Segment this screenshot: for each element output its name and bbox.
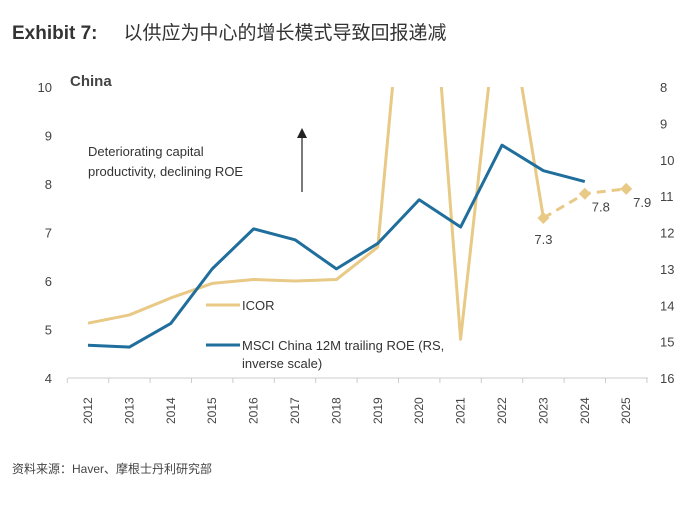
right-tick-label: 14 — [660, 298, 674, 313]
forecast-point — [578, 187, 591, 200]
legend: ICOR MSCI China 12M trailing ROE (RS, in… — [206, 298, 444, 371]
right-tick-label: 13 — [660, 262, 674, 277]
data-label: 7.9 — [633, 195, 651, 210]
forecast-point — [537, 211, 550, 224]
title-text: 以供应为中心的增长模式导致回报递减 — [123, 23, 447, 44]
right-tick-label: 16 — [660, 371, 674, 386]
left-tick-label: 8 — [45, 177, 52, 192]
data-label: 7.8 — [592, 200, 610, 215]
source-note: 资料来源：Haver、摩根士丹利研究部 — [12, 462, 213, 476]
x-tick-label: 2013 — [122, 397, 136, 424]
x-tick-label: 2019 — [371, 397, 385, 424]
series-line-2 — [87, 143, 586, 349]
legend-label-roe-1: MSCI China 12M trailing ROE (RS, — [242, 338, 444, 353]
x-tick-label: 2022 — [495, 397, 509, 424]
exhibit-number: Exhibit 7: — [12, 23, 98, 44]
left-tick-label: 7 — [45, 226, 52, 241]
forecast-point — [620, 182, 633, 195]
x-tick-label: 2023 — [536, 397, 550, 424]
up-arrow-icon — [297, 128, 307, 192]
x-tick-label: 2020 — [412, 397, 426, 424]
left-tick-label: 4 — [45, 371, 52, 386]
legend-label-icor: ICOR — [242, 298, 275, 313]
right-tick-label: 8 — [660, 80, 667, 95]
x-tick-label: 2012 — [81, 397, 95, 424]
legend-label-roe-2: inverse scale) — [242, 356, 322, 371]
left-tick-label: 6 — [45, 274, 52, 289]
right-tick-label: 9 — [660, 116, 667, 131]
x-tick-label: 2017 — [288, 397, 302, 424]
x-tick-label: 2018 — [329, 397, 343, 424]
left-tick-label: 10 — [38, 80, 52, 95]
left-tick-label: 5 — [45, 323, 52, 338]
x-tick-label: 2016 — [247, 397, 261, 424]
right-tick-label: 15 — [660, 335, 674, 350]
series-line-0 — [87, 87, 545, 341]
exhibit-title: Exhibit 7: 以供应为中心的增长模式导致回报递减 — [12, 18, 447, 45]
right-tick-label: 11 — [660, 189, 674, 204]
x-tick-label: 2021 — [454, 397, 468, 424]
annotation-line-2: productivity, declining ROE — [88, 164, 243, 179]
right-tick-label: 12 — [660, 226, 674, 241]
panel-label: China — [70, 73, 112, 90]
data-label: 7.3 — [534, 232, 552, 247]
x-tick-label: 2025 — [619, 397, 633, 424]
left-tick-label: 9 — [45, 129, 52, 144]
annotation-line-1: Deteriorating capital — [88, 144, 204, 159]
x-tick-label: 2014 — [164, 397, 178, 424]
right-tick-label: 10 — [660, 153, 674, 168]
x-tick-label: 2015 — [205, 397, 219, 424]
x-tick-label: 2024 — [578, 397, 592, 424]
